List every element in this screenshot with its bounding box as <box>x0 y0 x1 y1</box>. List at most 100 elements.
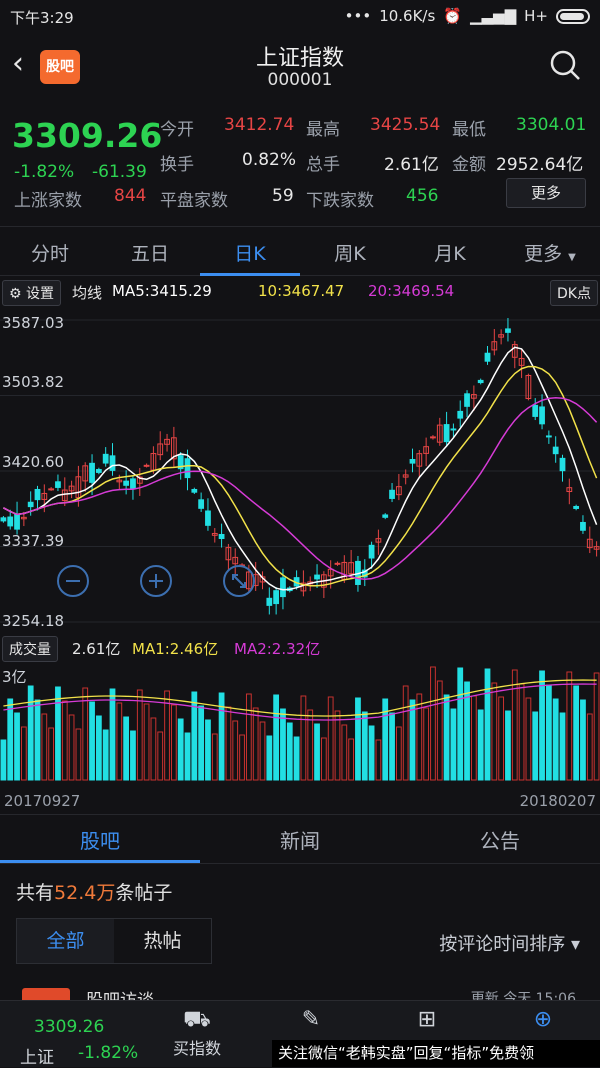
candle-up <box>348 562 355 575</box>
tab-daily-k[interactable]: 日K <box>234 243 266 265</box>
zoom-out-icon[interactable] <box>56 564 90 598</box>
guba-logo[interactable]: 股吧 <box>40 50 80 84</box>
candle-down <box>314 574 320 580</box>
volume-bar <box>68 714 75 781</box>
candle-down <box>34 488 41 501</box>
candle-up <box>518 357 525 366</box>
volume-bar <box>164 690 170 781</box>
tab-intraday[interactable]: 分时 <box>30 243 69 265</box>
volume-bar <box>150 717 157 781</box>
volume-bar <box>552 698 559 781</box>
tab-announcements[interactable]: 公告 <box>480 829 520 853</box>
volume-bar <box>239 734 245 781</box>
volume-bar <box>436 680 443 781</box>
candle-down <box>450 428 457 431</box>
zoom-in-icon[interactable] <box>139 564 173 598</box>
more-button[interactable]: 更多 <box>506 178 586 208</box>
date-end: 20180207 <box>519 792 596 810</box>
tab-weekly-k[interactable]: 周K <box>334 243 366 265</box>
feed-avatar <box>22 988 70 1002</box>
low-label: 最低 <box>452 120 486 140</box>
volume-bar <box>566 671 573 781</box>
volume-bar <box>361 711 368 781</box>
bottom-name: 上证 <box>20 1048 54 1068</box>
quote-panel: 3309.26 -1.82% -61.39 上涨家数 844 今开 3412.7… <box>0 104 600 224</box>
bottom-pct: -1.82% <box>78 1043 139 1063</box>
dk-point-button[interactable]: DK点 <box>550 280 598 306</box>
buy-index-button[interactable]: ⛟ 买指数 <box>142 1007 252 1059</box>
candle-up <box>430 436 436 439</box>
volume-indicator-button[interactable]: 成交量 <box>2 636 58 662</box>
top-nav: ‹ 股吧 上证指数 000001 <box>0 34 600 104</box>
candle-down <box>545 435 552 438</box>
volume-bar <box>409 699 416 781</box>
y-tick-1: 3503.82 <box>2 373 65 391</box>
volume-bar <box>136 689 143 781</box>
candle-down <box>382 514 389 518</box>
volume-bar <box>320 737 327 781</box>
candle-up <box>593 546 600 550</box>
volume-chart[interactable]: 3亿 <box>0 662 600 782</box>
status-time: 下午3:29 <box>10 9 74 27</box>
volume-bar <box>293 736 300 781</box>
more-dots-icon: ••• <box>344 7 372 25</box>
volume-bar <box>416 693 423 781</box>
volume-bar <box>334 710 341 781</box>
volume-bar <box>177 718 184 781</box>
volume-bar <box>307 709 314 781</box>
feed-item[interactable]: 股吧访谈 更新 今天 15:06 <box>16 982 586 1002</box>
back-icon[interactable]: ‹ <box>12 46 24 81</box>
candle-up <box>375 538 382 543</box>
vol-ma1-line <box>3 679 597 717</box>
candle-down <box>123 480 130 486</box>
volume-bar <box>470 695 477 781</box>
candle-up <box>402 474 409 478</box>
up-count-label: 上涨家数 <box>14 191 82 211</box>
tab-monthly-k[interactable]: 月K <box>434 243 466 265</box>
filter-all[interactable]: 全部 <box>17 919 114 963</box>
volume-bar <box>498 696 505 781</box>
post-count-suffix: 条帖子 <box>115 882 173 904</box>
sort-dropdown[interactable]: 按评论时间排序 ▾ <box>439 934 580 955</box>
tab-news[interactable]: 新闻 <box>280 829 320 853</box>
tab-more[interactable]: 更多 ▼ <box>500 239 600 266</box>
candle-down <box>484 352 491 362</box>
fullscreen-icon[interactable] <box>222 564 256 598</box>
candle-up <box>48 488 55 491</box>
bottom-quote[interactable]: 3309.26 上证 -1.82% <box>0 1001 139 1068</box>
search-icon[interactable] <box>548 48 582 82</box>
volume-bar <box>457 667 464 781</box>
kline-chart[interactable]: 3587.03 3503.82 3420.60 3337.39 3254.18 <box>0 306 600 636</box>
down-count: 456 <box>406 186 439 206</box>
candle-down <box>191 488 198 493</box>
settings-button[interactable]: ⚙ 设置 <box>2 280 62 306</box>
volume-bar <box>116 702 123 781</box>
ma-legend: ⚙ 设置 均线 MA5:3415.29 10:3467.47 20:3469.5… <box>0 276 600 306</box>
candle-up <box>334 562 341 565</box>
tab-five-day[interactable]: 五日 <box>130 243 169 265</box>
volume-label: 总手 <box>306 155 340 175</box>
volume-bar <box>266 735 273 781</box>
volume-bar <box>232 720 239 781</box>
candle-up <box>68 485 75 492</box>
volume-bar <box>102 729 109 781</box>
ma-label: 均线 <box>72 284 103 302</box>
volume-value: 2.61亿 <box>384 155 439 175</box>
candle-down <box>0 517 7 522</box>
candle-down <box>280 577 286 598</box>
candle-down <box>27 501 34 508</box>
candle-up <box>41 492 48 500</box>
candle-up <box>225 547 232 561</box>
volume-bar <box>198 705 205 781</box>
volume-bar <box>218 692 225 781</box>
y-tick-3: 3337.39 <box>2 532 65 550</box>
ma5-line <box>3 346 598 591</box>
volume-bar <box>573 685 580 781</box>
candle-down <box>177 455 184 470</box>
candle-up <box>416 453 423 467</box>
volume-bar <box>443 694 450 781</box>
filter-hot[interactable]: 热帖 <box>143 930 182 952</box>
volume-bar <box>368 725 375 781</box>
tab-guba[interactable]: 股吧 <box>80 829 120 853</box>
candle-down <box>95 469 102 473</box>
